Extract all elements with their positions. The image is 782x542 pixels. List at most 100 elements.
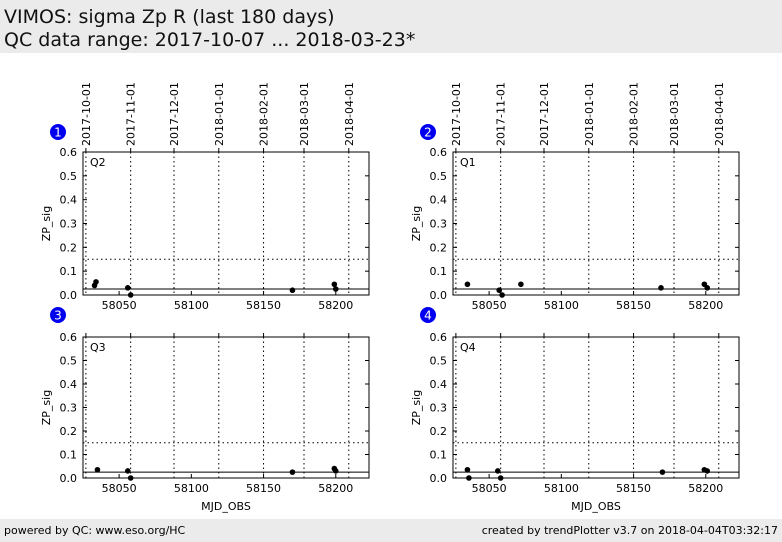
date-tick-label: 2018-01-01 [213, 82, 226, 146]
y-tick-label: 0.6 [60, 146, 78, 159]
y-tick-label: 0.3 [60, 402, 78, 415]
y-axis-label: ZP_sig [40, 390, 53, 425]
data-point [127, 475, 134, 481]
panel-number-badge [50, 307, 66, 323]
y-tick-label: 0.5 [60, 170, 78, 183]
y-tick-label: 0.4 [60, 194, 78, 207]
date-tick-label: 2017-10-01 [450, 82, 463, 146]
date-tick-label: 2017-11-01 [125, 82, 138, 146]
plot-frame [82, 151, 370, 296]
data-point [497, 475, 504, 481]
data-point [124, 285, 131, 291]
x-axis-label: MJD_OBS [201, 500, 251, 513]
panel-number-badge [420, 307, 436, 323]
y-axis-label: ZP_sig [40, 206, 53, 241]
header-band: VIMOS: sigma Zp R (last 180 days) QC dat… [0, 0, 782, 53]
panel-1: 2017-10-01 2017-11-01 2017-12-01 2018-01-01… [40, 82, 370, 312]
panel-label: Q4 [460, 341, 476, 354]
y-axis-label: ZP_sig [410, 206, 423, 241]
y-tick-label: 0.0 [430, 289, 448, 302]
data-point [464, 281, 471, 288]
y-tick-label: 0.3 [430, 218, 448, 231]
x-axis-label: MJD_OBS [571, 500, 621, 513]
page-title: VIMOS: sigma Zp R (last 180 days) [4, 6, 335, 28]
data-point [518, 281, 524, 288]
data-point [289, 287, 296, 294]
y-tick-label: 0.1 [60, 449, 78, 462]
x-tick-label: 58150 [246, 482, 281, 495]
y-tick-label: 0.2 [430, 425, 448, 438]
y-tick-label: 0.3 [430, 402, 448, 415]
date-tick-label: 2018-01-01 [583, 82, 596, 146]
data-point [289, 469, 296, 475]
date-tick-label: 2018-03-01 [298, 82, 311, 146]
x-tick-label: 58050 [102, 299, 137, 312]
y-tick-label: 0.1 [60, 265, 78, 278]
x-tick-label: 58150 [246, 299, 281, 312]
x-tick-label: 58200 [688, 299, 723, 312]
data-point [464, 466, 471, 473]
y-tick-label: 0.6 [430, 146, 448, 159]
data-point [704, 285, 711, 291]
data-point [332, 468, 339, 474]
panel-label: Q2 [90, 156, 106, 169]
y-tick-label: 0.2 [60, 425, 78, 438]
y-tick-label: 0.5 [60, 355, 78, 368]
plot-frame [452, 336, 740, 479]
y-axis-label: ZP_sig [410, 390, 423, 425]
y-tick-label: 0.4 [60, 378, 78, 391]
y-tick-label: 0.6 [60, 331, 78, 344]
y-tick-label: 0.1 [430, 449, 448, 462]
x-tick-label: 58050 [102, 482, 137, 495]
plot-frame [82, 336, 370, 479]
date-tick-label: 2017-11-01 [495, 82, 508, 146]
panel-3: 0.0 0.1 0.2 0.3 0.4 0.5 0.6 58050 58100 58150 5820… [40, 307, 370, 513]
date-tick-label: 2018-02-01 [628, 82, 641, 146]
data-point [94, 466, 101, 473]
x-tick-label: 58200 [688, 482, 723, 495]
data-point [658, 285, 664, 291]
date-tick-label: 2018-02-01 [258, 82, 271, 146]
y-tick-label: 0.1 [430, 265, 448, 278]
date-tick-label: 2018-04-01 [343, 82, 356, 146]
y-tick-label: 0.6 [430, 331, 448, 344]
x-tick-label: 58150 [616, 299, 651, 312]
panel-number-badge [50, 124, 66, 140]
date-tick-label: 2018-04-01 [713, 82, 726, 146]
x-tick-label: 58100 [544, 482, 579, 495]
data-point [331, 281, 338, 288]
y-tick-label: 0.4 [430, 194, 448, 207]
x-tick-label: 58050 [472, 299, 507, 312]
footer-created-by: created by trendPlotter v3.7 on 2018-04-… [481, 524, 778, 537]
x-tick-label: 58100 [174, 482, 209, 495]
x-tick-label: 58150 [616, 482, 651, 495]
data-point [124, 468, 131, 474]
panel-label: Q1 [460, 156, 476, 169]
data-point [659, 469, 666, 475]
panel-2: 2017-10-01 2017-11-01 2017-12-01 2018-01-01… [410, 82, 740, 312]
data-point [466, 475, 472, 481]
y-tick-label: 0.0 [60, 472, 78, 485]
panel-label: Q3 [90, 341, 106, 354]
date-tick-label: 2017-10-01 [80, 82, 93, 146]
y-tick-label: 0.5 [430, 355, 448, 368]
page-subtitle: QC data range: 2017-10-07 ... 2018-03-23… [4, 29, 416, 51]
panel-number-badge [420, 124, 436, 140]
date-tick-label: 2018-03-01 [668, 82, 681, 146]
x-tick-label: 58200 [318, 299, 353, 312]
y-tick-label: 0.2 [60, 241, 78, 254]
y-tick-label: 0.3 [60, 218, 78, 231]
x-tick-label: 58100 [174, 299, 209, 312]
footer-band: powered by QC: www.eso.org/HC created by… [0, 519, 782, 542]
plot-frame [452, 151, 740, 296]
y-tick-label: 0.0 [430, 472, 448, 485]
y-tick-label: 0.2 [430, 241, 448, 254]
x-tick-label: 58100 [544, 299, 579, 312]
data-point [332, 286, 339, 292]
panel-number-label: 3 [54, 309, 62, 323]
data-point [704, 468, 711, 474]
data-point [494, 468, 501, 474]
date-tick-label: 2017-12-01 [168, 82, 181, 146]
panel-4: 0.0 0.1 0.2 0.3 0.4 0.5 0.6 58050 58100 58150 5820… [410, 307, 740, 513]
